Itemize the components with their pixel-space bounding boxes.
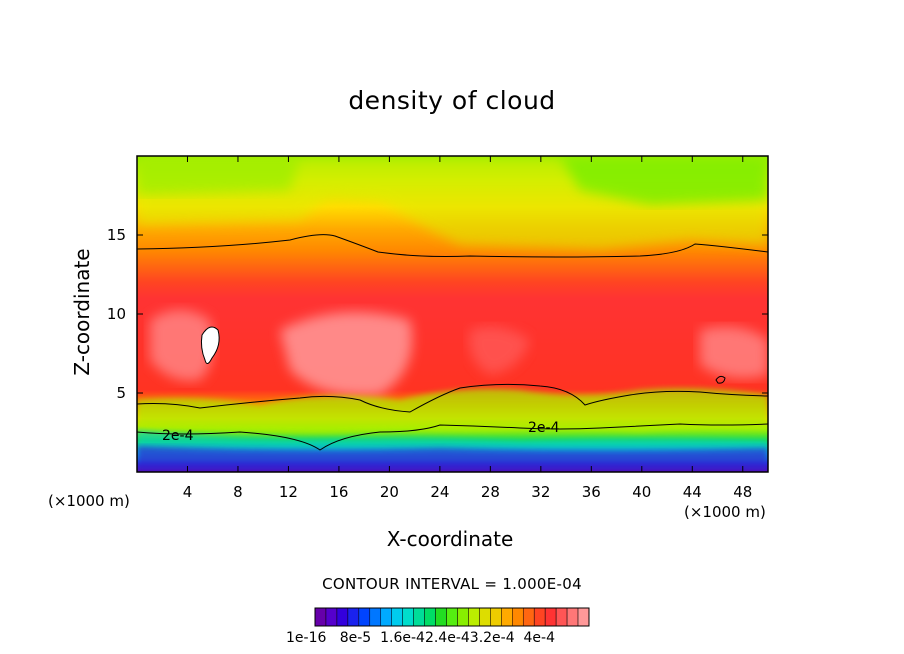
x-tick-label: 20: [380, 483, 399, 501]
contour-line-lower: [137, 423, 768, 451]
pink-lobe-4: [469, 326, 530, 375]
colorbar-swatch: [479, 607, 491, 627]
colorbar-swatch: [468, 607, 480, 627]
colorbar-swatch: [358, 607, 371, 627]
colorbar-swatch: [490, 607, 502, 627]
x-axis-ticks: 4 8 12 16 20 24 28 32 36 40 44 48: [183, 156, 752, 501]
x-unit-left: (×1000 m): [48, 492, 130, 510]
colorbar-swatch: [522, 607, 535, 627]
y-tick-label: 15: [107, 226, 126, 244]
low-yellowgreen-layer: [137, 388, 768, 434]
colorbar-labels: 1e-16 8e-5 1.6e-42.4e-43.2e-4 4e-4: [286, 630, 556, 646]
pink-lobe-2: [280, 312, 412, 396]
white-hole: [200, 326, 220, 364]
colorbar-swatch: [402, 607, 414, 627]
colorbar-swatch: [457, 607, 469, 627]
y-axis-ticks: 5 10 15: [107, 226, 768, 402]
x-tick-label: 28: [481, 483, 500, 501]
colorbar-frame: [314, 607, 590, 627]
colorbar-swatch: [413, 607, 425, 627]
x-tick-label: 44: [683, 483, 702, 501]
contour-label-left: 2e-4: [162, 428, 194, 444]
colorbar-swatch: [325, 607, 338, 627]
colorbar-swatch: [435, 607, 447, 627]
y-axis-label: Z-coordinate: [70, 248, 94, 376]
upper-left-green: [137, 156, 300, 195]
colorbar-swatch: [391, 607, 403, 627]
x-tick-label: 32: [531, 483, 550, 501]
colorbar-swatch: [566, 607, 579, 627]
low-blue-layer: [137, 446, 768, 472]
colorbar-swatch: [347, 607, 360, 627]
colorbar-swatch: [577, 607, 590, 627]
x-tick-label: 16: [329, 483, 348, 501]
x-tick-label: 4: [183, 483, 193, 501]
x-axis-label: X-coordinate: [386, 527, 514, 551]
heatmap-field: [137, 156, 768, 472]
contour-line-upper: [137, 234, 768, 258]
colorbar-swatch: [380, 607, 392, 627]
x-unit-right: (×1000 m): [684, 503, 766, 521]
colorbar-swatch: [512, 607, 524, 627]
colorbar-swatch: [424, 607, 436, 627]
y-tick-label: 10: [107, 305, 126, 323]
colorbar: [314, 607, 590, 627]
contour-line-middle: [137, 383, 768, 413]
y-tick-label: 5: [116, 384, 126, 402]
colorbar-swatch: [314, 607, 327, 627]
x-tick-label: 40: [632, 483, 651, 501]
x-tick-label: 36: [582, 483, 601, 501]
x-tick-label: 8: [233, 483, 243, 501]
pink-lobe-3: [700, 326, 768, 379]
x-tick-label: 24: [430, 483, 449, 501]
colorbar-swatch: [544, 607, 557, 627]
colorbar-swatch: [501, 607, 513, 627]
x-tick-label: 12: [279, 483, 298, 501]
colorbar-swatch: [446, 607, 458, 627]
chart-title: density of cloud: [348, 86, 556, 115]
contour-interval-text: CONTOUR INTERVAL = 1.000E-04: [322, 575, 582, 593]
contour-small-loop: [715, 375, 726, 384]
upper-green-region: [560, 156, 768, 205]
colorbar-swatch: [369, 607, 382, 627]
x-tick-label: 48: [733, 483, 752, 501]
colorbar-swatch: [555, 607, 568, 627]
colorbar-swatch: [336, 607, 349, 627]
pink-lobe-1: [150, 310, 214, 381]
contour-label-right: 2e-4: [528, 420, 560, 436]
colorbar-swatch: [533, 607, 546, 627]
